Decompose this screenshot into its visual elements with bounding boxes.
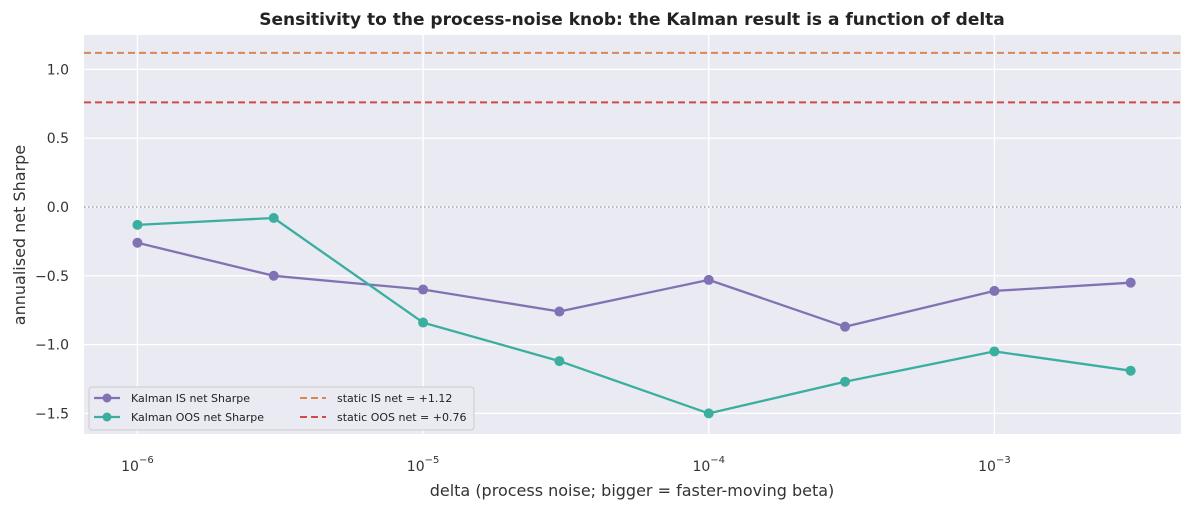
legend-label: Kalman IS net Sharpe — [131, 392, 250, 405]
data-point — [840, 376, 851, 387]
x-tick-label: 10−4 — [692, 455, 725, 475]
data-point — [989, 285, 1000, 296]
reference-lines — [84, 51, 1181, 208]
data-point — [554, 306, 565, 317]
data-point — [703, 408, 714, 419]
data-point — [703, 274, 714, 285]
x-tick-labels: 10−6 10−5 10−4 10−3 — [121, 455, 1011, 475]
data-point — [840, 321, 851, 332]
data-point — [132, 219, 143, 230]
plot-area — [84, 35, 1181, 434]
legend-label: Kalman OOS net Sharpe — [131, 411, 264, 424]
y-tick-label: −1.5 — [35, 406, 69, 422]
data-point — [1125, 277, 1136, 288]
data-point — [132, 237, 143, 248]
legend-marker — [102, 393, 112, 403]
series-group — [132, 212, 1136, 419]
y-tick-labels: 1.0 0.5 0.0 −0.5 −1.0 −1.5 — [35, 62, 69, 422]
y-tick-label: 0.0 — [47, 200, 69, 216]
x-tick-label: 10−5 — [407, 455, 440, 475]
data-point — [268, 212, 279, 223]
legend: Kalman IS net Sharpe Kalman OOS net Sharp… — [88, 386, 475, 431]
data-point — [989, 346, 1000, 357]
x-axis-label: delta (process noise; bigger = faster-mo… — [430, 481, 835, 500]
y-tick-label: −1.0 — [35, 338, 69, 354]
legend-label: static IS net = +1.12 — [337, 392, 452, 405]
x-tick-label: 10−3 — [978, 455, 1011, 475]
chart-title: Sensitivity to the process-noise knob: t… — [259, 10, 1005, 30]
y-tick-label: 0.5 — [47, 131, 69, 147]
legend-box — [88, 386, 475, 431]
data-point — [418, 284, 429, 295]
legend-label: static OOS net = +0.76 — [337, 411, 466, 424]
data-point — [268, 270, 279, 281]
y-axis-label: annualised net Sharpe — [10, 145, 29, 325]
y-tick-label: −0.5 — [35, 269, 69, 285]
series-line-0 — [137, 241, 1131, 328]
y-tick-label: 1.0 — [47, 62, 69, 78]
data-point — [418, 317, 429, 328]
data-point — [554, 356, 565, 367]
series-line-1 — [137, 216, 1131, 415]
legend-marker — [102, 412, 112, 422]
data-point — [1125, 365, 1136, 376]
x-tick-label: 10−6 — [121, 455, 154, 475]
